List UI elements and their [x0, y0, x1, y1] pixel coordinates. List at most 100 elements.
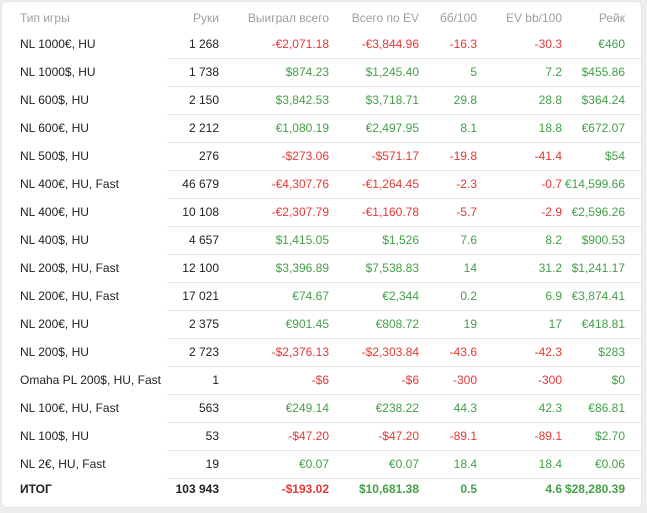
table-row[interactable]: NL 100$, HU 53 -$47.20 -$47.20 -89.1 -89.1 $2.… — [2, 422, 641, 451]
hands-cell: 563 — [167, 394, 229, 423]
ev-total-cell: €808.72 — [333, 310, 419, 339]
game-type-cell: NL 100$, HU — [20, 429, 89, 443]
column-header-bb-per-100[interactable]: бб/100 — [439, 11, 477, 25]
rake-cell: €14,599.66 — [564, 170, 641, 199]
ev-bb-per-100-cell: 7.2 — [479, 58, 564, 87]
won-total-cell: -$47.20 — [229, 422, 333, 451]
table-row[interactable]: NL 500$, HU 276 -$273.06 -$571.17 -19.8 -41.4… — [2, 142, 641, 171]
ev-bb-per-100-cell: 18.8 — [479, 114, 564, 143]
ev-total-cell: $1,245.40 — [333, 58, 419, 87]
won-total-cell: -$6 — [229, 366, 333, 395]
bb-per-100-cell: 8.1 — [419, 114, 479, 143]
table-row[interactable]: NL 1000€, HU 1 268 -€2,071.18 -€3,844.96 -16… — [2, 30, 641, 59]
total-game-type-cell: ИТОГ — [20, 482, 52, 497]
column-header-rake[interactable]: Рейк — [598, 11, 625, 25]
table-row[interactable]: NL 200€, HU 2 375 €901.45 €808.72 19 17 €418.8… — [2, 310, 641, 339]
game-type-cell: Omaha PL 200$, HU, Fast — [20, 373, 161, 387]
total-rake-cell: $28,280.39 — [564, 482, 625, 497]
rake-cell: $2.70 — [564, 422, 641, 451]
ev-bb-per-100-cell: -0.7 — [479, 170, 564, 199]
ev-total-cell: -€1,264.45 — [333, 170, 419, 199]
table-row[interactable]: NL 400€, HU 10 108 -€2,307.79 -€1,160.78 -5.… — [2, 198, 641, 227]
won-total-cell: -€2,071.18 — [229, 30, 333, 59]
ev-total-cell: €2,344 — [333, 282, 419, 311]
hands-cell: 1 738 — [167, 58, 229, 87]
game-stats-table: Тип игры Руки Выиграл всего Всего по EV … — [2, 6, 641, 500]
ev-total-cell: $3,718.71 — [333, 86, 419, 115]
table-row[interactable]: NL 100€, HU, Fast 563 €249.14 €238.22 44.3 42… — [2, 394, 641, 423]
rake-cell: €460 — [564, 30, 641, 59]
rake-cell: €2,596.26 — [564, 198, 641, 227]
table-row[interactable]: NL 400€, HU, Fast 46 679 -€4,307.76 -€1,264… — [2, 170, 641, 199]
ev-total-cell: €2,497.95 — [333, 114, 419, 143]
rake-cell: €3,874.41 — [564, 282, 641, 311]
won-total-cell: -€2,307.79 — [229, 198, 333, 227]
stats-card: Тип игры Руки Выиграл всего Всего по EV … — [2, 2, 641, 507]
hands-cell: 1 — [167, 366, 229, 395]
bb-per-100-cell: -89.1 — [419, 422, 479, 451]
ev-total-cell: -€3,844.96 — [333, 30, 419, 59]
column-header-game-type[interactable]: Тип игры — [20, 11, 70, 25]
ev-total-cell: -$6 — [333, 366, 419, 395]
total-hands-cell: 103 943 — [175, 482, 219, 497]
total-bb-per-100-cell: 0.5 — [460, 482, 477, 497]
ev-bb-per-100-cell: 42.3 — [479, 394, 564, 423]
ev-total-cell: -$47.20 — [333, 422, 419, 451]
table-row[interactable]: NL 1000$, HU 1 738 $874.23 $1,245.40 5 7.2 $45… — [2, 58, 641, 87]
won-total-cell: €1,080.19 — [229, 114, 333, 143]
game-type-cell: NL 600€, HU — [20, 121, 89, 135]
table-row[interactable]: NL 2€, HU, Fast 19 €0.07 €0.07 18.4 18.4 €0.06 — [2, 450, 641, 479]
table-row[interactable]: NL 200$, HU, Fast 12 100 $3,396.89 $7,538.8… — [2, 254, 641, 283]
bb-per-100-cell: 7.6 — [419, 226, 479, 255]
bb-per-100-cell: 29.8 — [419, 86, 479, 115]
rake-cell: €418.81 — [564, 310, 641, 339]
hands-cell: 46 679 — [167, 170, 229, 199]
table-row[interactable]: NL 400$, HU 4 657 $1,415.05 $1,526 7.6 8.2 $90… — [2, 226, 641, 255]
hands-cell: 19 — [167, 450, 229, 479]
ev-bb-per-100-cell: 8.2 — [479, 226, 564, 255]
total-row: ИТОГ 103 943 -$193.02 $10,681.38 0.5 4.6 $28,2… — [2, 478, 641, 500]
bb-per-100-cell: -2.3 — [419, 170, 479, 199]
column-header-ev-bb-per-100[interactable]: EV bb/100 — [505, 11, 562, 25]
rake-cell: $0 — [564, 366, 641, 395]
table-row[interactable]: NL 200$, HU 2 723 -$2,376.13 -$2,303.84 -43.… — [2, 338, 641, 367]
ev-bb-per-100-cell: -300 — [479, 366, 564, 395]
rake-cell: €86.81 — [564, 394, 641, 423]
game-type-cell: NL 2€, HU, Fast — [20, 457, 106, 471]
ev-bb-per-100-cell: -30.3 — [479, 30, 564, 59]
game-type-cell: NL 1000€, HU — [20, 36, 96, 51]
game-type-cell: NL 200$, HU — [20, 345, 89, 359]
ev-bb-per-100-cell: 6.9 — [479, 282, 564, 311]
game-type-cell: NL 200€, HU — [20, 317, 89, 331]
hands-cell: 12 100 — [167, 254, 229, 283]
table-row[interactable]: NL 600$, HU 2 150 $3,842.53 $3,718.71 29.8 28… — [2, 86, 641, 115]
won-total-cell: $874.23 — [229, 58, 333, 87]
table-header-row: Тип игры Руки Выиграл всего Всего по EV … — [2, 6, 641, 30]
bb-per-100-cell: 0.2 — [419, 282, 479, 311]
hands-cell: 2 212 — [167, 114, 229, 143]
column-header-won-total[interactable]: Выиграл всего — [247, 11, 329, 25]
ev-bb-per-100-cell: 17 — [479, 310, 564, 339]
table-row[interactable]: NL 600€, HU 2 212 €1,080.19 €2,497.95 8.1 18.… — [2, 114, 641, 143]
bb-per-100-cell: 5 — [419, 58, 479, 87]
column-header-hands[interactable]: Руки — [193, 11, 219, 25]
game-type-cell: NL 600$, HU — [20, 93, 89, 107]
won-total-cell: $3,842.53 — [229, 86, 333, 115]
bb-per-100-cell: -43.6 — [419, 338, 479, 367]
table-row[interactable]: NL 200€, HU, Fast 17 021 €74.67 €2,344 0.2 6.… — [2, 282, 641, 311]
won-total-cell: $1,415.05 — [229, 226, 333, 255]
ev-bb-per-100-cell: 18.4 — [479, 450, 564, 479]
ev-total-cell: €238.22 — [333, 394, 419, 423]
rake-cell: $900.53 — [564, 226, 641, 255]
total-ev-total-cell: $10,681.38 — [358, 482, 419, 497]
total-won-total-cell: -$193.02 — [281, 482, 329, 497]
bb-per-100-cell: 44.3 — [419, 394, 479, 423]
bb-per-100-cell: 14 — [419, 254, 479, 283]
game-type-cell: NL 100€, HU, Fast — [20, 401, 119, 415]
column-header-ev-total[interactable]: Всего по EV — [351, 11, 419, 25]
hands-cell: 2 723 — [167, 338, 229, 367]
hands-cell: 4 657 — [167, 226, 229, 255]
game-type-cell: NL 500$, HU — [20, 149, 89, 163]
won-total-cell: -$273.06 — [229, 142, 333, 171]
table-row[interactable]: Omaha PL 200$, HU, Fast 1 -$6 -$6 -300 -300 $0 — [2, 366, 641, 395]
